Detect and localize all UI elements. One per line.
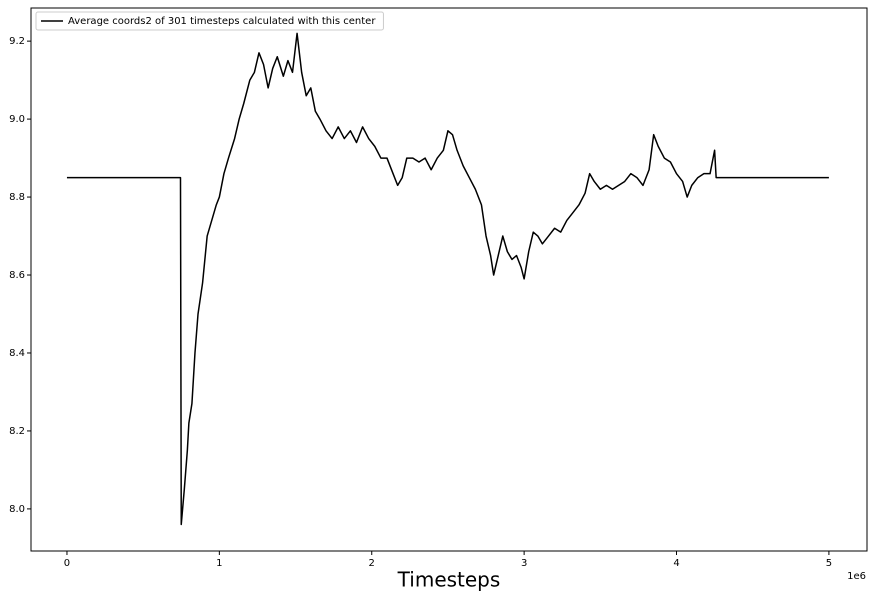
x-tick-label: 5 [826,558,832,569]
x-tick-label: 0 [64,558,70,569]
legend-label: Average coords2 of 301 timesteps calcula… [68,16,376,27]
y-tick-label: 8.8 [9,192,25,203]
legend-box [35,11,384,31]
plot-area [30,7,868,552]
x-tick-label: 4 [673,558,679,569]
x-tick-label: 2 [369,558,375,569]
x-tick-label: 3 [521,558,527,569]
y-tick-label: 8.0 [9,504,25,515]
x-axis-label: Timesteps [397,568,501,592]
y-tick-label: 8.4 [9,348,25,359]
data-line [66,32,829,526]
y-tick-label: 9.0 [9,114,25,125]
x-offset-label: 1e6 [847,571,866,582]
y-tick-label: 8.6 [9,270,25,281]
x-tick-label: 1 [216,558,222,569]
y-tick-label: 9.2 [9,36,25,47]
y-tick-label: 8.2 [9,426,25,437]
